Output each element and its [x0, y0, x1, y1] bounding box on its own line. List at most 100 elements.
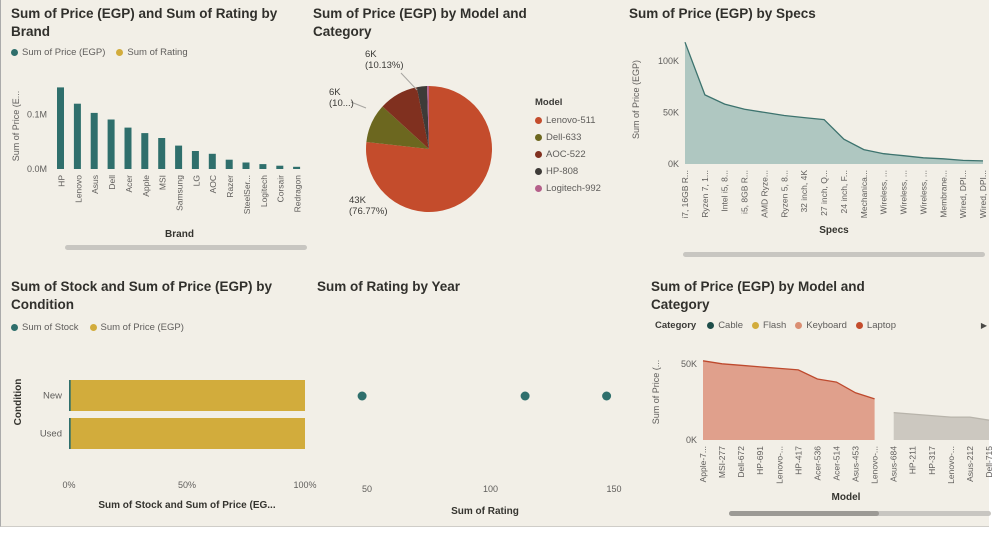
chart-title: Sum of Price (EGP) by Model and Category	[313, 6, 527, 39]
legend-label: Laptop	[866, 320, 896, 331]
legend-item[interactable]: Flash	[752, 320, 786, 331]
legend-item[interactable]: Dell-633	[535, 132, 601, 143]
legend-item[interactable]: Laptop	[855, 320, 896, 331]
brand-bar-chart[interactable]: 0.0M 0.1M Sum of Price (E... HP Lenovo Asus De…	[9, 75, 309, 243]
bar-Lenovo[interactable]	[73, 103, 81, 169]
bar-Corsair[interactable]	[276, 165, 284, 169]
chart-title: Sum of Stock and Sum of Price (EGP) by C…	[11, 279, 273, 312]
bar-Redragon[interactable]	[293, 166, 301, 169]
stacked-bar-New[interactable]	[69, 380, 71, 411]
legend-label: Sum of Price (EGP)	[100, 322, 184, 333]
x-category-label: Mechanica...	[859, 170, 869, 218]
area-line	[684, 41, 984, 162]
legend-dot-icon	[535, 168, 542, 175]
model-pie-chart[interactable]: 43K(76.77%)6K(10...)6K(10.13%)	[311, 45, 537, 260]
stacked-bar-Used[interactable]	[69, 418, 71, 449]
scatter-dot[interactable]	[602, 391, 612, 401]
legend-dot-icon	[795, 322, 803, 329]
x-category-label: Corsair	[276, 175, 286, 203]
area-fill[interactable]	[685, 42, 983, 165]
bar-Razer[interactable]	[225, 159, 233, 169]
rating-scatter-chart[interactable]: 50 100 150 Sum of Rating	[315, 302, 627, 528]
pie-slice-AOC-522[interactable]	[382, 87, 430, 149]
legend-dot-icon	[707, 322, 715, 329]
x-category-label: Lenovo-...	[946, 446, 956, 484]
bar-Samsung[interactable]	[175, 145, 183, 169]
area-fill[interactable]	[703, 360, 875, 440]
legend-item[interactable]: Sum of Rating	[116, 47, 188, 58]
callout-leader-line	[350, 101, 367, 109]
axis-label: 100K	[658, 56, 679, 66]
axis-label: 0K	[668, 159, 679, 169]
area-fill[interactable]	[893, 412, 989, 440]
chart-panel-condition-bar: Sum of Stock and Sum of Price (EGP) by C…	[9, 278, 317, 526]
legend-item[interactable]: Keyboard	[795, 320, 847, 331]
chart-title: Sum of Price (EGP) by Specs	[629, 6, 816, 21]
x-category-label: MSI	[158, 175, 168, 190]
x-category-label: Asus-453	[851, 446, 861, 482]
pie-slice-Lenovo-511[interactable]	[366, 86, 493, 213]
pie-legend: Model Lenovo-511 Dell-633 AOC-522 HP-808 Log…	[535, 97, 601, 200]
scatter-dot[interactable]	[520, 391, 530, 401]
scrollbar-thumb[interactable]	[729, 511, 879, 516]
specs-area-chart[interactable]: 0K 50K 100K Sum of Price (EGP) i7, 16GB R...…	[627, 29, 991, 247]
chart-panel-specs-area: Sum of Price (EGP) by Specs 0K 50K 100K Sum…	[627, 5, 991, 263]
x-category-label: AOC	[208, 175, 218, 193]
legend-item[interactable]: HP-808	[535, 166, 601, 177]
legend-item[interactable]: Logitech-992	[535, 183, 601, 194]
x-category-label: Apple-7...	[698, 446, 708, 482]
x-category-label: Redragon	[293, 175, 303, 213]
y-axis-title: Sum of Price (EGP)	[631, 60, 641, 139]
x-category-label: Ryzen 7, 1...	[700, 170, 710, 218]
x-axis-title: Sum of Rating	[451, 506, 519, 517]
legend-dot-icon	[535, 151, 542, 158]
y-axis-title: Condition	[13, 379, 24, 426]
legend-dot-icon	[535, 185, 542, 192]
axis-label: 100	[483, 484, 498, 494]
legend-label: Cable	[718, 320, 744, 331]
x-axis-scrollbar[interactable]	[683, 252, 985, 257]
x-category-label: Ryzen 5, 8...	[779, 170, 789, 218]
legend-item[interactable]: Sum of Price (EGP)	[89, 322, 184, 333]
chart-legend: Sum of Stock Sum of Price (EGP)	[11, 322, 184, 333]
legend-item[interactable]: Sum of Price (EGP)	[11, 47, 105, 58]
bar-Logitech[interactable]	[259, 164, 267, 169]
x-category-label: HP	[56, 175, 66, 187]
bar-LG[interactable]	[191, 151, 199, 169]
stacked-bar-New[interactable]	[70, 380, 305, 411]
pie-legend-items: Lenovo-511 Dell-633 AOC-522 HP-808 Logitech-…	[535, 115, 601, 194]
bar-Apple[interactable]	[141, 133, 149, 169]
x-axis-title: Model	[832, 492, 861, 503]
x-category-label: Lenovo-...	[774, 446, 784, 484]
stacked-bar-Used[interactable]	[70, 418, 305, 449]
chart-panel-model-pie: Sum of Price (EGP) by Model and Category…	[311, 5, 627, 263]
bar-SteelSer...[interactable]	[242, 162, 250, 170]
legend-label: Sum of Price (EGP)	[22, 47, 106, 58]
legend-scroll-arrow-icon[interactable]: ▶	[980, 321, 987, 330]
x-category-label: 32 inch, 4K	[799, 170, 809, 213]
pie-slice-Dell-633[interactable]	[366, 106, 429, 150]
x-category-label: Acer-536	[812, 446, 822, 481]
legend-item[interactable]: Lenovo-511	[535, 115, 601, 126]
x-axis-scrollbar[interactable]	[729, 511, 991, 516]
pie-slice-HP-808[interactable]	[416, 86, 429, 149]
legend-item[interactable]: Cable	[707, 320, 743, 331]
scatter-dot[interactable]	[357, 391, 367, 401]
axis-label: 50	[362, 484, 372, 494]
bar-MSI[interactable]	[158, 138, 166, 169]
pie-data-label: 43K	[349, 195, 367, 206]
bar-Acer[interactable]	[124, 127, 132, 169]
bar-AOC[interactable]	[208, 153, 216, 169]
condition-bar-chart[interactable]: New Used 0% 50% 100% Condition Sum of Stock an…	[9, 342, 317, 514]
bar-Asus[interactable]	[90, 112, 98, 169]
axis-label: 0%	[62, 480, 75, 490]
x-category-label: Membrane...	[938, 170, 948, 218]
x-axis-scrollbar[interactable]	[65, 245, 307, 250]
y-axis-title: Sum of Price (E...	[11, 91, 21, 162]
bar-Dell[interactable]	[107, 119, 115, 170]
legend-item[interactable]: AOC-522	[535, 149, 601, 160]
model-area-chart[interactable]: 0K 50K Sum of Price (... Apple-7... MSI-277 D…	[649, 338, 994, 513]
bar-HP[interactable]	[57, 87, 64, 169]
legend-item[interactable]: Sum of Stock	[11, 322, 79, 333]
pie-slice-Logitech-992[interactable]	[427, 85, 429, 149]
